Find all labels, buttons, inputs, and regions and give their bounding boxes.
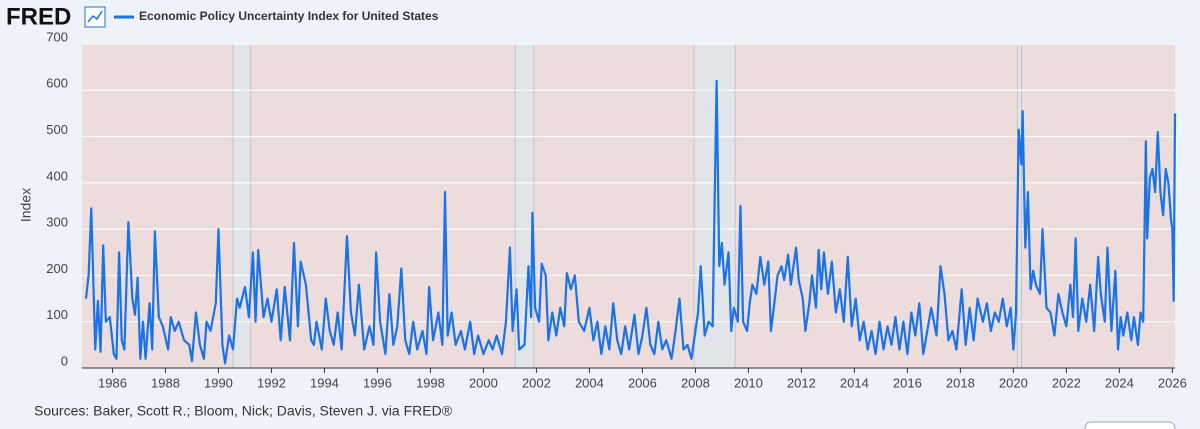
x-tick-label: 1986 bbox=[98, 375, 127, 390]
x-tick-label: 2008 bbox=[681, 375, 710, 390]
x-tick-label: 2006 bbox=[628, 375, 657, 390]
x-tick-label: 2004 bbox=[575, 375, 604, 390]
x-tick-label: 1992 bbox=[257, 375, 286, 390]
logo-icon-line bbox=[87, 10, 103, 23]
x-tick-label: 1988 bbox=[151, 375, 180, 390]
x-tick-label: 1994 bbox=[310, 375, 339, 390]
y-tick-label: 600 bbox=[46, 76, 68, 91]
logo: FRED bbox=[6, 3, 71, 30]
y-tick-label: 300 bbox=[46, 215, 68, 230]
source: Sources: Baker, Scott R.; Bloom, Nick; D… bbox=[34, 403, 453, 419]
x-tick-label: 2014 bbox=[840, 375, 869, 390]
x-tick-label: 2010 bbox=[734, 375, 763, 390]
x-tick-label: 2002 bbox=[522, 375, 551, 390]
y-tick-label: 0 bbox=[61, 353, 68, 368]
y-tick-label: 400 bbox=[46, 168, 68, 183]
legend-label: Economic Policy Uncertainty Index for Un… bbox=[139, 9, 439, 23]
x-tick-label: 2018 bbox=[946, 375, 975, 390]
button[interactable] bbox=[1084, 421, 1176, 429]
y-tick-label: 200 bbox=[46, 261, 68, 276]
x-tick-label: 2026 bbox=[1158, 375, 1187, 390]
y-tick-label: 500 bbox=[46, 122, 68, 137]
x-tick-label: 2024 bbox=[1105, 375, 1134, 390]
x-tick-label: 1996 bbox=[363, 375, 392, 390]
y-axis-label: Index bbox=[18, 188, 34, 222]
x-tick-label: 1990 bbox=[204, 375, 233, 390]
x-tick-label: 2012 bbox=[787, 375, 816, 390]
x-tick-label: 2022 bbox=[1052, 375, 1081, 390]
x-tick-label: 2000 bbox=[469, 375, 498, 390]
y-tick-label: 100 bbox=[46, 307, 68, 322]
series-line bbox=[84, 79, 1177, 365]
x-tick-label: 2016 bbox=[893, 375, 922, 390]
y-tick-label: 700 bbox=[46, 29, 68, 44]
x-tick-label: 2020 bbox=[999, 375, 1028, 390]
x-tick-label: 1998 bbox=[416, 375, 445, 390]
